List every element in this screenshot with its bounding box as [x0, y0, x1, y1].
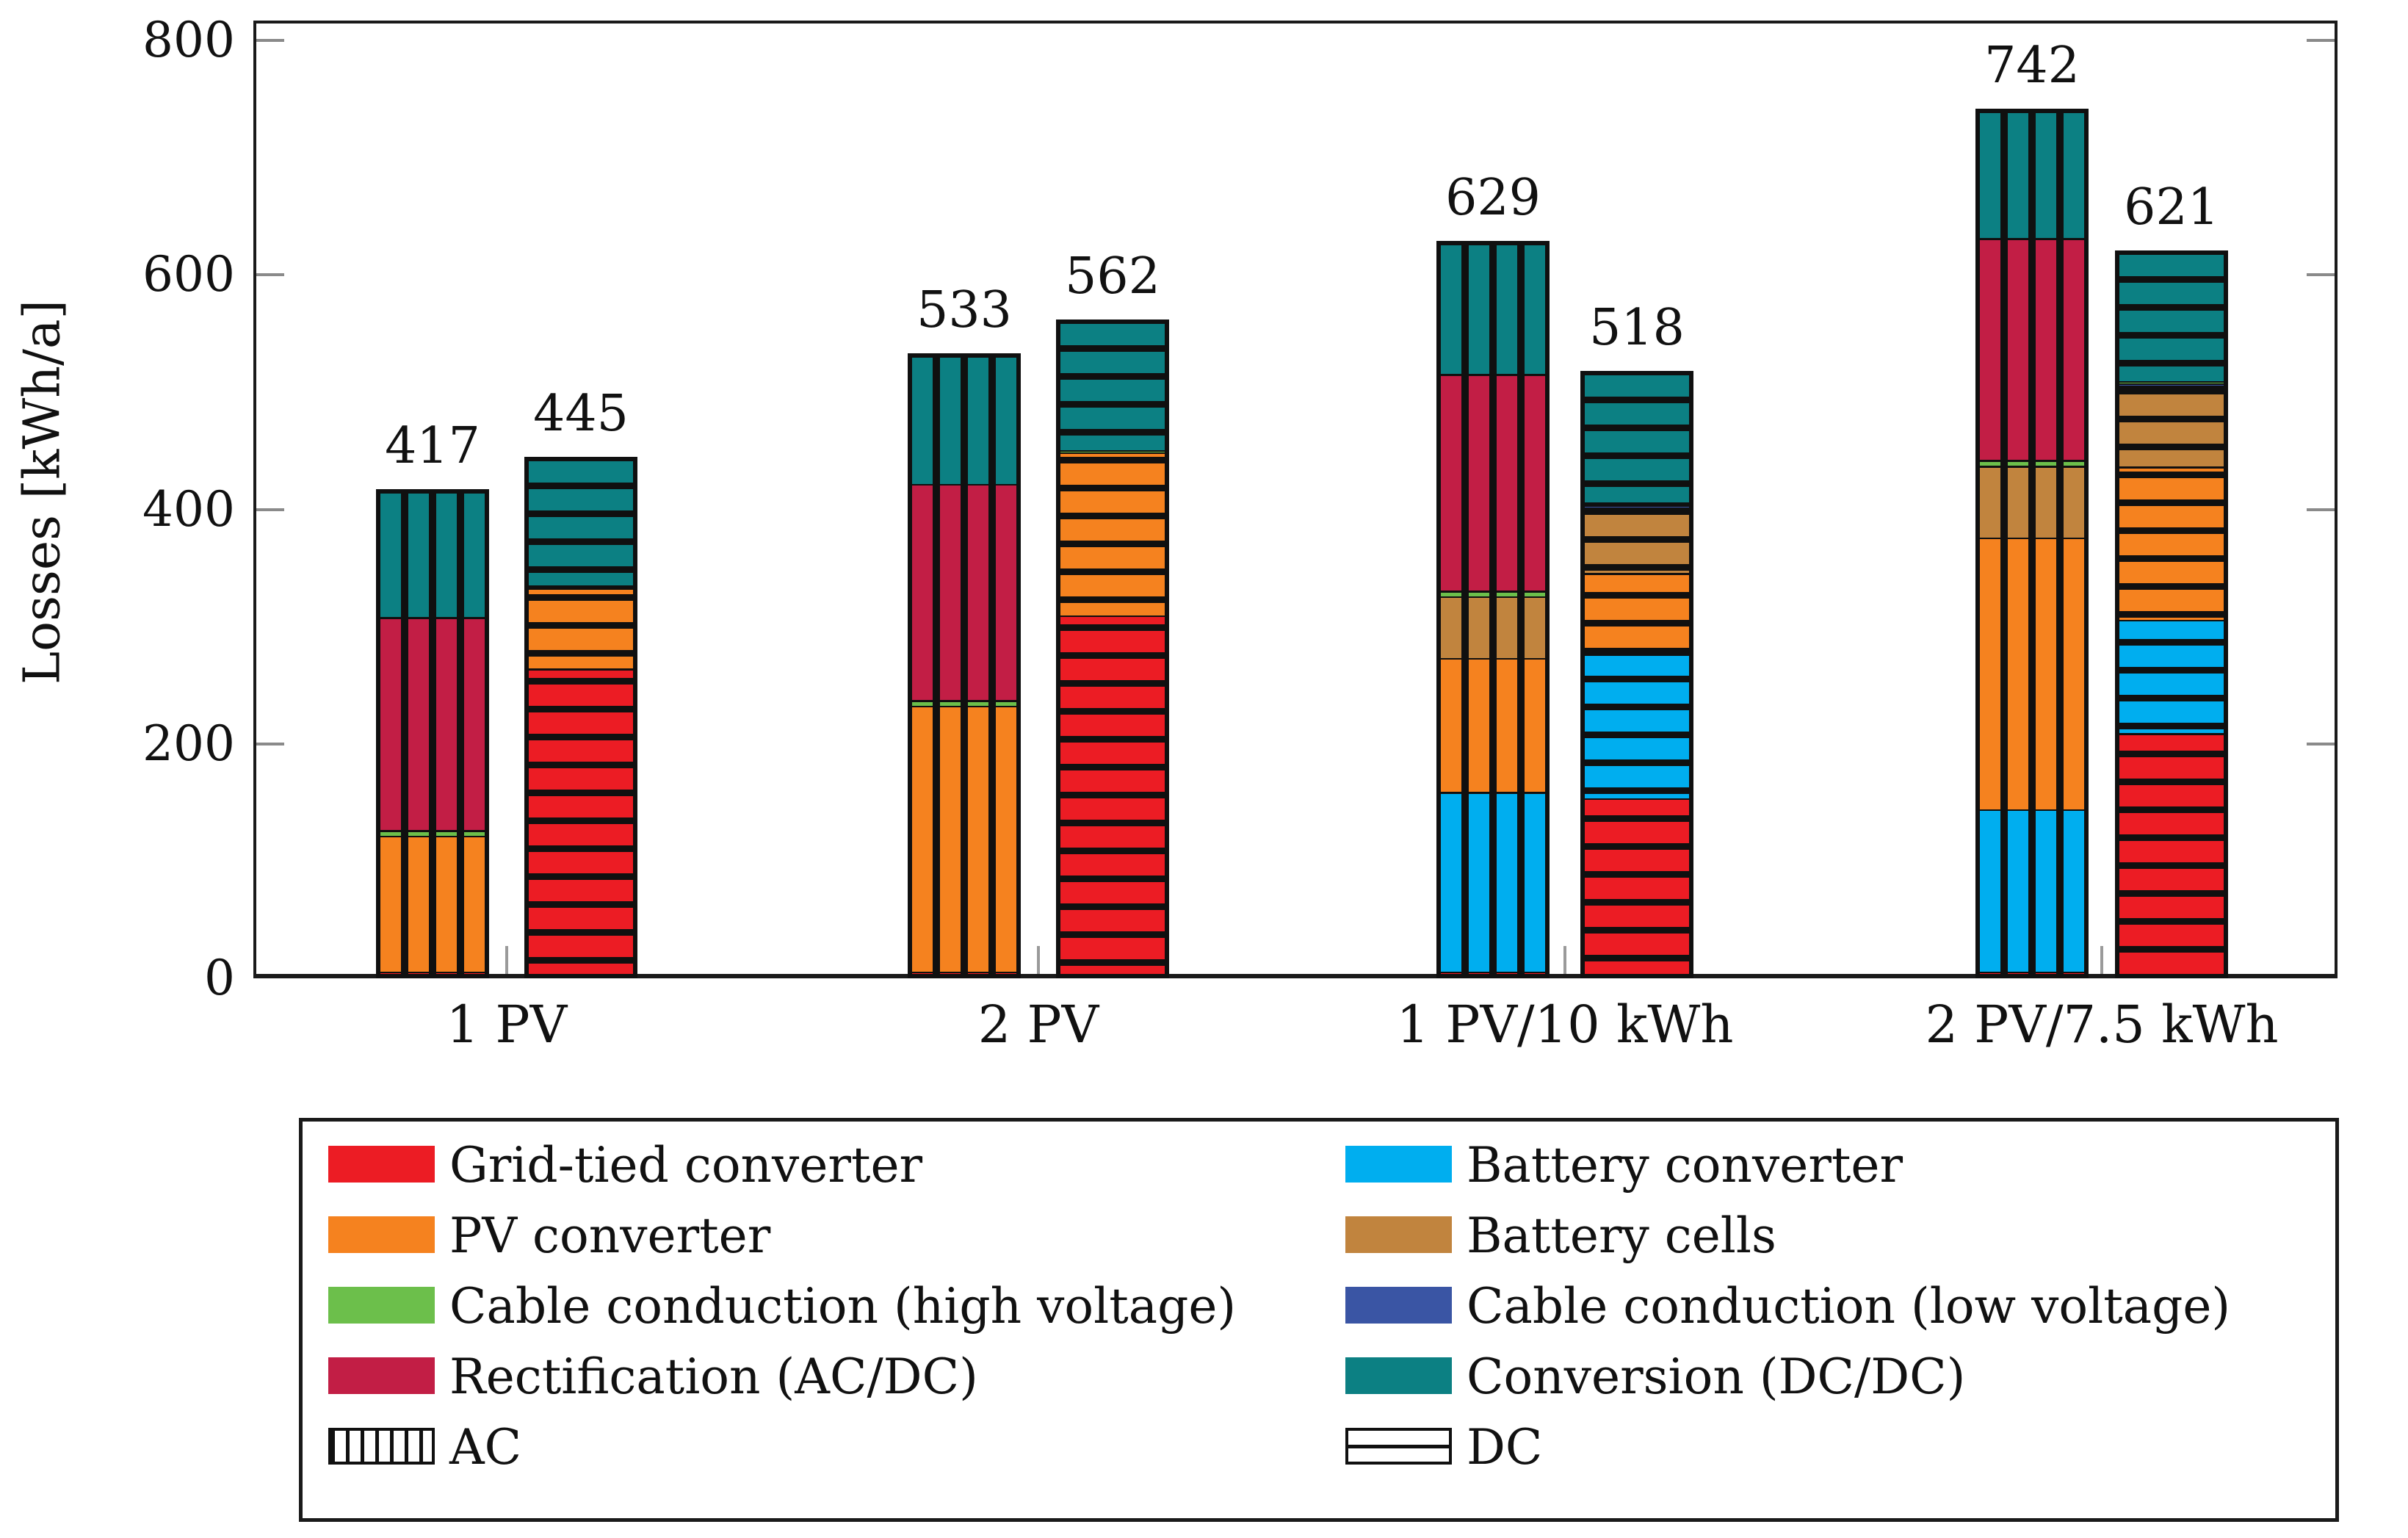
bar-segments — [1060, 324, 1165, 974]
bar-total-label: 417 — [385, 417, 480, 476]
legend-item: Battery cells — [1345, 1212, 2300, 1260]
ac-hatch-overlay — [1441, 245, 1545, 974]
bar-segments — [1441, 245, 1545, 974]
bar-1pv10kwh-ac — [1436, 241, 1550, 978]
x-axis-tick — [1037, 946, 1040, 974]
y-tick-label: 200 — [142, 715, 235, 772]
bar-segments — [529, 461, 633, 974]
legend-swatch-cable-conduction-high-voltage- — [328, 1287, 435, 1324]
legend-swatch-rectification-ac-dc- — [328, 1357, 435, 1394]
x-axis-tick — [2100, 946, 2103, 974]
dc-hatch-overlay — [1060, 324, 1165, 974]
legend-item: DC — [1345, 1423, 2300, 1472]
legend-label: PV converter — [449, 1207, 771, 1264]
x-category-label: 2 PV/7.5 kWh — [1925, 994, 2279, 1055]
legend-item: Cable conduction (low voltage) — [1345, 1282, 2300, 1331]
y-axis-tick-right — [2307, 273, 2335, 277]
y-axis-tick-right — [2307, 742, 2335, 745]
ac-hatch-overlay — [1980, 112, 2084, 974]
bar-total-label: 629 — [1445, 169, 1541, 228]
x-category-label: 1 PV/10 kWh — [1396, 994, 1734, 1055]
y-axis-tick — [256, 39, 284, 43]
dc-hatch-overlay — [529, 461, 633, 974]
bar-1pv10kwh-dc — [1580, 371, 1693, 978]
legend-item: Rectification (AC/DC) — [328, 1353, 1283, 1401]
y-axis-tick — [256, 742, 284, 745]
legend-label: Battery cells — [1467, 1207, 1776, 1264]
y-axis-tick-right — [2307, 39, 2335, 43]
legend-item: Battery converter — [1345, 1141, 2300, 1190]
bar-total-label: 445 — [533, 384, 629, 443]
bar-total-label: 562 — [1065, 248, 1160, 306]
legend-swatch-grid-tied-converter — [328, 1146, 435, 1183]
y-tick-label: 400 — [142, 480, 235, 538]
legend-swatch-dc — [1345, 1428, 1452, 1465]
legend-swatch-pv-converter — [328, 1216, 435, 1253]
bar-1pv-ac — [376, 489, 489, 978]
bar-total-label: 621 — [2124, 178, 2219, 237]
legend-item: PV converter — [328, 1212, 1283, 1260]
legend-box: Grid-tied converter PV converter Cable con… — [299, 1118, 2339, 1522]
legend-label: Cable conduction (high voltage) — [449, 1278, 1237, 1335]
legend-swatch-conversion-dc-dc- — [1345, 1357, 1452, 1394]
bar-2pv75kwh-ac — [1975, 108, 2089, 978]
x-category-label: 1 PV — [446, 994, 568, 1055]
legend-label: DC — [1467, 1419, 1543, 1476]
bar-total-label: 742 — [1984, 36, 2080, 95]
y-tick-label: 0 — [204, 950, 235, 1006]
plot-area — [253, 21, 2338, 978]
legend-swatch-cable-conduction-low-voltage- — [1345, 1287, 1452, 1324]
legend-label: Battery converter — [1467, 1137, 1903, 1194]
legend-label: Rectification (AC/DC) — [449, 1349, 978, 1405]
legend-item: Cable conduction (high voltage) — [328, 1282, 1283, 1331]
x-axis-tick — [1563, 946, 1566, 974]
y-axis-title: Losses [kWh/a] — [13, 299, 72, 685]
y-tick-label: 800 — [142, 12, 235, 69]
y-axis-tick — [256, 508, 284, 511]
legend-item: Grid-tied converter — [328, 1141, 1283, 1190]
legend-swatch-ac — [328, 1428, 435, 1465]
bar-2pv-ac — [908, 353, 1021, 978]
y-axis-tick-right — [2307, 508, 2335, 511]
y-axis-tick — [256, 273, 284, 277]
bar-segments — [1585, 375, 1689, 974]
bar-2pv75kwh-dc — [2115, 250, 2228, 978]
legend-label: Conversion (DC/DC) — [1467, 1349, 1966, 1405]
ac-hatch-overlay — [380, 494, 485, 974]
ac-hatch-overlay — [912, 358, 1016, 974]
legend-swatch-battery-converter — [1345, 1146, 1452, 1183]
bar-total-label: 533 — [916, 281, 1012, 340]
bar-segments — [380, 494, 485, 974]
legend-label: Grid-tied converter — [449, 1137, 923, 1194]
bar-segments — [1980, 112, 2084, 974]
dc-hatch-overlay — [1585, 375, 1689, 974]
dc-hatch-overlay — [2119, 254, 2224, 974]
bar-segments — [2119, 254, 2224, 974]
x-category-label: 2 PV — [977, 994, 1099, 1055]
y-tick-label: 600 — [142, 246, 235, 303]
bar-total-label: 518 — [1589, 299, 1685, 358]
legend-item: Conversion (DC/DC) — [1345, 1353, 2300, 1401]
bar-segments — [912, 358, 1016, 974]
legend-item: AC — [328, 1423, 1283, 1472]
bar-2pv-dc — [1056, 319, 1169, 978]
bar-1pv-dc — [524, 456, 637, 978]
x-axis-tick — [505, 946, 508, 974]
legend-label: Cable conduction (low voltage) — [1467, 1278, 2231, 1335]
legend-swatch-battery-cells — [1345, 1216, 1452, 1253]
legend-label: AC — [449, 1419, 522, 1476]
